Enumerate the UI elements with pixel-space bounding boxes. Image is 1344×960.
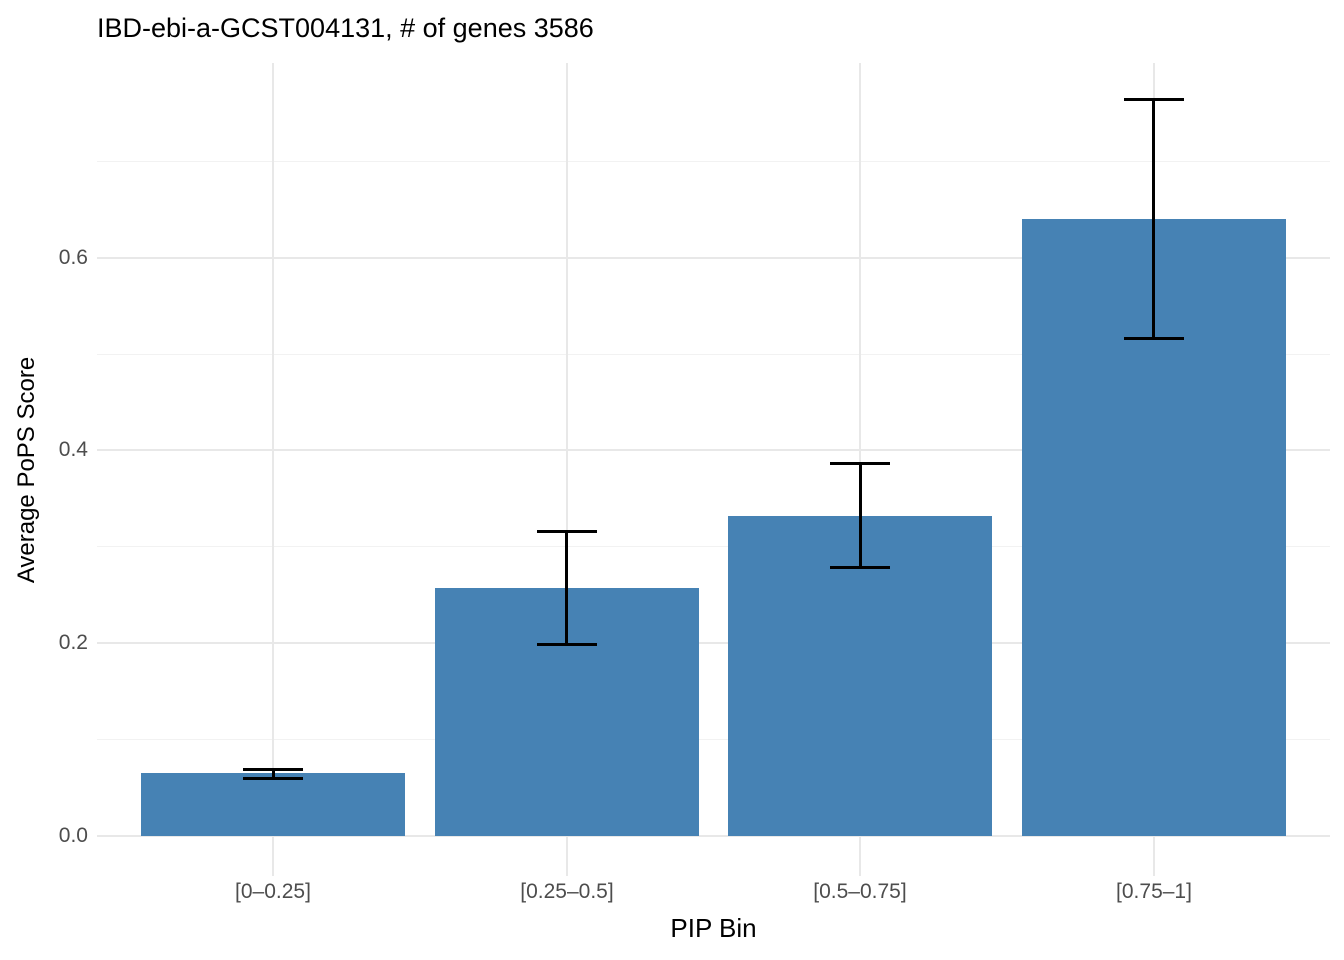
errorbar-cap-top	[243, 768, 303, 771]
gridline-major	[97, 835, 1330, 837]
gridline-minor	[97, 160, 1330, 162]
x-tick-label: [0–0.25]	[235, 880, 311, 903]
gridline-vertical	[272, 63, 275, 876]
x-tick-label: [0.5–0.75]	[813, 880, 907, 903]
errorbar-line	[1152, 100, 1155, 339]
errorbar-cap-bottom	[1124, 337, 1184, 340]
gridline-major	[97, 256, 1330, 259]
chart-title: IBD-ebi-a-GCST004131, # of genes 3586	[97, 13, 594, 43]
plot-panel	[97, 63, 1330, 876]
errorbar-cap-top	[1124, 98, 1184, 101]
errorbar-cap-bottom	[830, 566, 890, 569]
bar-[0.5–0.75]	[728, 516, 992, 836]
bar-[0–0.25]	[141, 773, 405, 836]
y-tick-label: 0.4	[58, 438, 88, 461]
errorbar-line	[859, 464, 862, 567]
x-axis-title: PIP Bin	[670, 913, 757, 943]
errorbar-cap-bottom	[243, 777, 303, 780]
gridline-vertical	[565, 63, 568, 876]
y-tick-label: 0.2	[58, 631, 88, 654]
y-tick-label: 0.0	[58, 824, 88, 847]
errorbar-cap-bottom	[537, 643, 597, 646]
errorbar-line	[565, 531, 568, 644]
errorbar-cap-top	[537, 530, 597, 533]
gridline-minor	[97, 739, 1330, 741]
x-tick-label: [0.75–1]	[1116, 880, 1192, 903]
gridline-major	[97, 642, 1330, 645]
y-tick-label: 0.6	[58, 246, 88, 269]
gridline-major	[97, 449, 1330, 452]
gridline-minor	[97, 353, 1330, 355]
errorbar-cap-top	[830, 462, 890, 465]
errorbar-line	[272, 769, 275, 778]
y-axis-title: Average PoPS Score	[13, 356, 40, 584]
gridline-minor	[97, 546, 1330, 548]
x-tick-label: [0.25–0.5]	[520, 880, 614, 903]
